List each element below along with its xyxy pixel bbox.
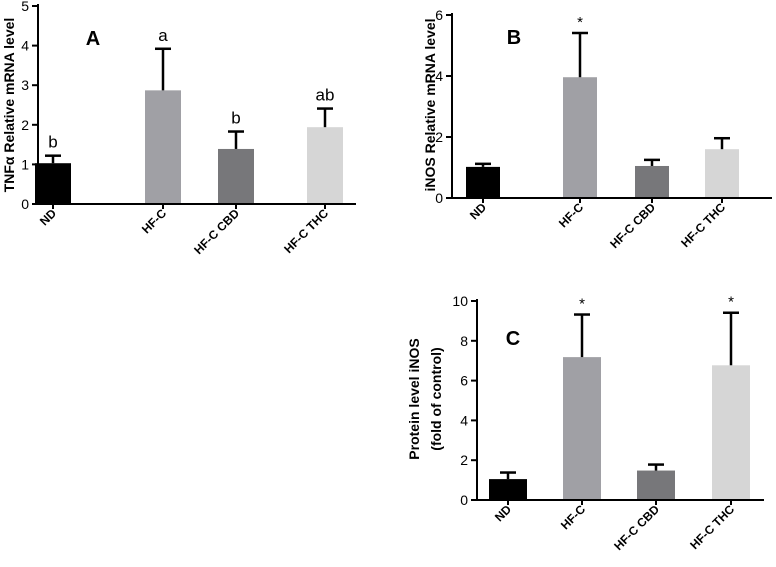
category-label: ND	[37, 206, 59, 228]
significance-label: b	[48, 133, 57, 152]
significance-label: *	[579, 296, 585, 313]
category-label: HF-C THC	[687, 502, 737, 552]
panel-label: B	[507, 27, 521, 49]
y-tick-label: 3	[21, 77, 29, 93]
category-label: HF-C	[139, 206, 169, 236]
y-tick-label: 2	[435, 129, 443, 145]
y-axis-label-line-2: (fold of control)	[428, 347, 444, 450]
error-bar-4	[723, 311, 739, 366]
y-tick-label: 5	[21, 0, 29, 14]
bar-2	[563, 77, 597, 198]
category-label: HF-C THC	[678, 200, 728, 250]
y-tick-label: 0	[435, 190, 443, 206]
y-tick-label: 6	[435, 7, 443, 23]
panel-label: C	[506, 328, 520, 350]
y-tick-label: 2	[460, 452, 468, 468]
panel-label: A	[86, 28, 100, 50]
bar-1	[466, 166, 500, 198]
error-bar-1	[45, 154, 61, 164]
error-bar-4	[317, 107, 333, 128]
y-tick-label: 4	[435, 68, 443, 84]
y-tick-label: 1	[21, 156, 29, 172]
significance-label: b	[231, 109, 240, 128]
category-label: ND	[492, 502, 514, 524]
error-bar-2	[574, 313, 590, 358]
error-bar-1	[475, 162, 491, 167]
y-tick-label: 6	[460, 373, 468, 389]
bar-4	[307, 127, 343, 204]
y-tick-label: 0	[21, 196, 29, 212]
category-label: HF-C THC	[281, 206, 331, 256]
y-tick-label: 10	[452, 293, 468, 309]
y-tick-label: 4	[21, 38, 29, 54]
y-tick-label: 2	[21, 117, 29, 133]
bar-4	[705, 149, 739, 198]
panel-b-inos-mrna-chart: 0 2 4 6 ND HF-C HF-C CBD HF-C THC * iNOS Relative…	[422, 7, 772, 251]
error-bar-2	[572, 31, 588, 78]
bar-4	[712, 365, 750, 500]
significance-label: *	[577, 14, 583, 31]
category-label: HF-C	[556, 200, 586, 230]
bar-3	[635, 165, 669, 198]
bar-1	[489, 479, 527, 500]
error-bar-1	[500, 471, 516, 480]
significance-label: ab	[316, 86, 335, 105]
error-bar-3	[228, 130, 244, 149]
category-label: HF-C CBD	[191, 206, 242, 257]
category-label: HF-C	[558, 502, 588, 532]
error-bar-3	[648, 463, 664, 471]
y-axis-label: TNFα Relative mRNA level	[1, 18, 17, 193]
significance-label: a	[158, 26, 168, 45]
y-tick-label: 0	[460, 492, 468, 508]
y-tick-label: 8	[460, 333, 468, 349]
y-tick-label: 4	[460, 412, 468, 428]
significance-label: *	[728, 294, 734, 311]
bar-2	[563, 357, 601, 500]
bar-2	[145, 90, 181, 204]
category-label: ND	[467, 200, 489, 222]
y-axis-label: Protein level iNOS	[406, 338, 422, 459]
category-label: HF-C CBD	[611, 502, 662, 553]
panel-c-inos-protein-chart: 0 2 4 6 8 10 ND HF-C HF-C CBD HF-C THC * * Protein l…	[406, 293, 764, 553]
y-axis-label: iNOS Relative mRNA level	[422, 19, 438, 192]
bar-3	[637, 470, 675, 500]
bar-1	[35, 163, 71, 204]
bar-3	[218, 148, 254, 204]
error-bar-2	[155, 47, 171, 91]
error-bar-3	[644, 158, 660, 166]
category-label: HF-C CBD	[607, 200, 658, 251]
error-bar-4	[714, 136, 730, 150]
